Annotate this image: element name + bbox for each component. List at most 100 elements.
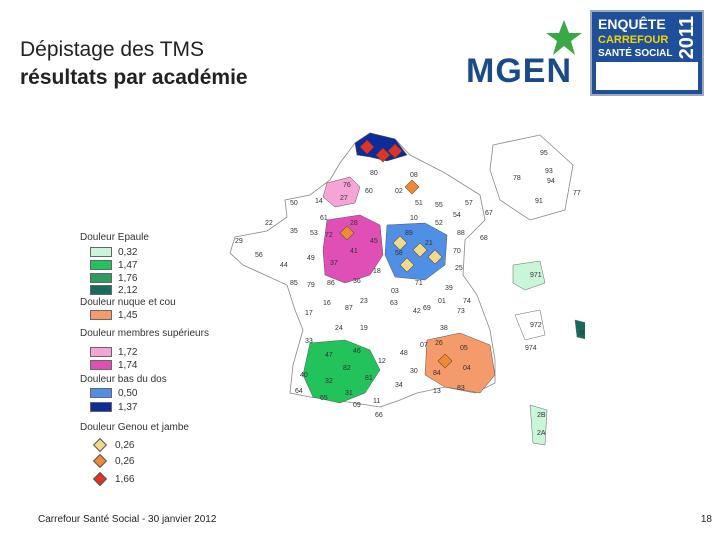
dept-label: 58 <box>395 250 403 257</box>
legend-title-nuque: Douleur nuque et cou <box>80 297 176 308</box>
dept-label: 48 <box>400 350 408 357</box>
mgen-logo: MGEN <box>462 18 587 98</box>
legend-title-epaule: Douleur Epaule <box>80 232 149 243</box>
dept-label: 72 <box>325 232 333 239</box>
dept-label: 54 <box>453 212 461 219</box>
dept-label: 95 <box>540 150 548 157</box>
legend-item: 0,26 <box>90 453 134 469</box>
legend-item: 2,12 <box>90 284 137 296</box>
mgen-logo-text: MGEN <box>466 52 572 90</box>
dept-label: 44 <box>280 262 288 269</box>
badge-line-2: CARREFOUR <box>598 34 669 46</box>
dept-label: 61 <box>320 215 328 222</box>
region-orleans <box>322 214 384 284</box>
dept-label: 974 <box>525 345 537 352</box>
dom-971 <box>512 260 546 291</box>
badge-line-3: SANTÉ SOCIAL <box>598 48 673 59</box>
dept-label: 64 <box>295 388 303 395</box>
dept-label: 85 <box>290 280 298 287</box>
footer-text: Carrefour Santé Social - 30 janvier 2012 <box>38 514 217 525</box>
dept-label: 52 <box>435 220 443 227</box>
dept-label: 57 <box>465 200 473 207</box>
dept-label: 37 <box>330 260 338 267</box>
dept-label: 71 <box>415 280 423 287</box>
dept-label: 27 <box>340 195 348 202</box>
dept-label: 26 <box>435 340 443 347</box>
genou-marker <box>399 257 415 273</box>
dept-label: 67 <box>485 210 493 217</box>
legend-item: 1,47 <box>90 259 137 271</box>
genou-marker <box>339 225 355 241</box>
dept-label: 65 <box>320 395 328 402</box>
department-labels: 95 78 93 94 77 91 80 76 60 02 27 14 50 61 28 45 41 37 36 18… <box>235 150 585 437</box>
dept-label: 81 <box>365 375 373 382</box>
dept-label: 36 <box>353 278 361 285</box>
dept-label: 70 <box>453 248 461 255</box>
dept-label: 66 <box>375 412 383 419</box>
dept-label: 32 <box>325 378 333 385</box>
dept-label: 35 <box>290 228 298 235</box>
dept-label: 69 <box>423 305 431 312</box>
dept-label: 47 <box>325 352 333 359</box>
region-toulouse <box>302 339 381 404</box>
dept-label: 01 <box>438 298 446 305</box>
dept-label: 88 <box>457 230 465 237</box>
dept-label: 07 <box>420 342 428 349</box>
genou-marker <box>387 143 403 159</box>
legend-item: 0,26 <box>90 437 134 453</box>
dept-label: 05 <box>460 345 468 352</box>
legend-item: 0,50 <box>90 387 137 399</box>
dept-label: 45 <box>370 238 378 245</box>
dept-label: 39 <box>445 285 453 292</box>
dept-label: 19 <box>360 325 368 332</box>
dept-label: 04 <box>463 365 471 372</box>
dept-label: 91 <box>535 198 543 205</box>
genou-marker <box>359 139 375 155</box>
dept-label: 972 <box>530 322 542 329</box>
dept-label: 02 <box>395 188 403 195</box>
genou-marker <box>412 242 428 258</box>
legend-item: 1,72 <box>90 346 137 358</box>
dept-label: 29 <box>235 238 243 245</box>
dept-label: 51 <box>415 200 423 207</box>
dept-label: 49 <box>307 255 315 262</box>
legend-title-membres: Douleur membres supérieurs <box>80 328 209 339</box>
dept-label: 42 <box>413 308 421 315</box>
dept-label: 03 <box>391 288 399 295</box>
dept-label: 74 <box>463 298 471 305</box>
dept-label: 41 <box>350 248 358 255</box>
dept-label: 25 <box>455 265 463 272</box>
dept-label: 30 <box>410 368 418 375</box>
legend-item: 1,45 <box>90 309 137 321</box>
dept-label: 13 <box>433 388 441 395</box>
genou-marker <box>427 249 443 265</box>
partner-logos-strip <box>596 62 698 90</box>
dept-label: 86 <box>327 280 335 287</box>
legend-item: 1,37 <box>90 401 137 413</box>
dept-label: 11 <box>373 398 380 405</box>
dept-label: 23 <box>360 298 368 305</box>
dept-label: 18 <box>373 268 381 275</box>
legend-item: 1,74 <box>90 359 137 371</box>
dept-label: 68 <box>480 235 488 242</box>
event-badge: ENQUÊTE CARREFOUR SANTÉ SOCIAL 2011 <box>590 10 704 96</box>
genou-marker <box>375 147 391 163</box>
dept-label: 31 <box>345 390 353 397</box>
dept-label: 14 <box>315 198 323 205</box>
dept-label: 82 <box>343 365 351 372</box>
star-icon <box>546 20 582 55</box>
dept-label: 2B <box>537 412 546 419</box>
dept-label: 40 <box>300 372 308 379</box>
dept-label: 34 <box>395 382 403 389</box>
dept-label: 78 <box>513 175 521 182</box>
dept-label: 971 <box>530 272 542 279</box>
dept-label: 84 <box>433 370 441 377</box>
dept-label: 50 <box>290 200 298 207</box>
dept-label: 56 <box>255 252 263 259</box>
dept-label: 93 <box>545 168 553 175</box>
dept-label: 73 <box>457 308 465 315</box>
dept-label: 38 <box>440 325 448 332</box>
dept-label: 89 <box>405 230 413 237</box>
dept-label: 28 <box>350 220 358 227</box>
page-number: 18 <box>700 514 712 525</box>
